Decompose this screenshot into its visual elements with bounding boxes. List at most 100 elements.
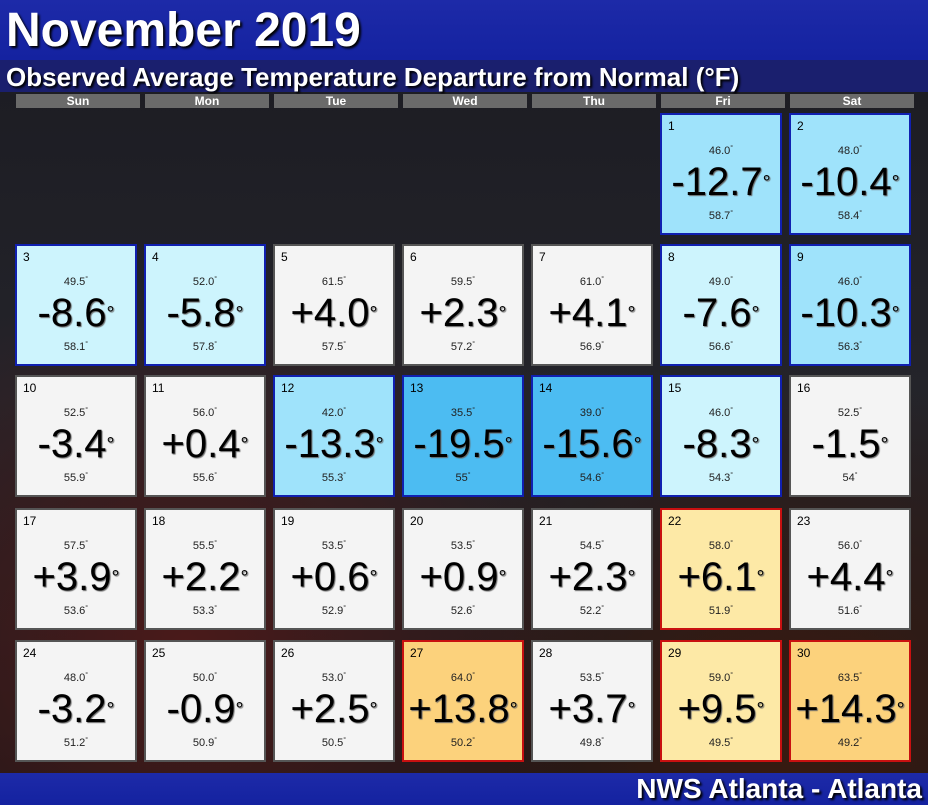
day-cell: 21 54.5° +2.3° 52.2° xyxy=(531,508,653,630)
day-number: 25 xyxy=(152,646,166,660)
normal-temp: 53.3° xyxy=(192,605,218,617)
weekday-label-tue: Tue xyxy=(274,94,398,108)
observed-temp: 54.5° xyxy=(579,540,605,552)
normal-temp: 49.5° xyxy=(708,737,734,749)
observed-temp: 39.0° xyxy=(579,407,605,419)
observed-temp: 53.5° xyxy=(321,540,347,552)
day-number: 29 xyxy=(668,646,682,660)
observed-temp: 61.0° xyxy=(579,276,605,288)
departure-value: -12.7° xyxy=(671,160,771,204)
day-cell: 26 53.0° +2.5° 50.5° xyxy=(273,640,395,762)
normal-temp: 52.6° xyxy=(450,605,476,617)
departure-value: +3.7° xyxy=(548,687,636,731)
normal-temp: 52.9° xyxy=(321,605,347,617)
observed-temp: 35.5° xyxy=(450,407,476,419)
day-number: 21 xyxy=(539,514,553,528)
day-cell: 28 53.5° +3.7° 49.8° xyxy=(531,640,653,762)
normal-temp: 57.5° xyxy=(321,341,347,353)
observed-temp: 48.0° xyxy=(63,672,89,684)
normal-temp: 54.6° xyxy=(579,472,605,484)
day-cell: 12 42.0° -13.3° 55.3° xyxy=(273,375,395,497)
normal-temp: 49.2° xyxy=(837,737,863,749)
observed-temp: 46.0° xyxy=(708,407,734,419)
day-cell: 25 50.0° -0.9° 50.9° xyxy=(144,640,266,762)
normal-temp: 51.9° xyxy=(708,605,734,617)
observed-temp: 52.5° xyxy=(837,407,863,419)
day-cell: 1 46.0° -12.7° 58.7° xyxy=(660,113,782,235)
departure-value: -8.3° xyxy=(682,422,760,466)
weekday-label-wed: Wed xyxy=(403,94,527,108)
departure-value: -8.6° xyxy=(37,291,115,335)
weekday-label-thu: Thu xyxy=(532,94,656,108)
observed-temp: 56.0° xyxy=(192,407,218,419)
observed-temp: 53.0° xyxy=(321,672,347,684)
observed-temp: 59.0° xyxy=(708,672,734,684)
observed-temp: 53.5° xyxy=(579,672,605,684)
normal-temp: 55.3° xyxy=(321,472,347,484)
normal-temp: 54° xyxy=(842,472,858,484)
normal-temp: 58.4° xyxy=(837,210,863,222)
normal-temp: 58.7° xyxy=(708,210,734,222)
day-cell: 5 61.5° +4.0° 57.5° xyxy=(273,244,395,366)
normal-temp: 51.2° xyxy=(63,737,89,749)
departure-value: -3.2° xyxy=(37,687,115,731)
observed-temp: 52.0° xyxy=(192,276,218,288)
departure-value: +6.1° xyxy=(677,555,765,599)
departure-value: -13.3° xyxy=(284,422,384,466)
day-number: 10 xyxy=(23,381,37,395)
departure-value: +4.4° xyxy=(806,555,894,599)
normal-temp: 50.5° xyxy=(321,737,347,749)
day-number: 1 xyxy=(668,119,675,133)
observed-temp: 64.0° xyxy=(450,672,476,684)
day-cell: 24 48.0° -3.2° 51.2° xyxy=(15,640,137,762)
observed-temp: 63.5° xyxy=(837,672,863,684)
office-label: NWS Atlanta - Atlanta xyxy=(636,773,922,804)
day-number: 22 xyxy=(668,514,682,528)
departure-value: +9.5° xyxy=(677,687,765,731)
observed-temp: 53.5° xyxy=(450,540,476,552)
normal-temp: 50.2° xyxy=(450,737,476,749)
day-cell: 27 64.0° +13.8° 50.2° xyxy=(402,640,524,762)
day-number: 27 xyxy=(410,646,424,660)
departure-value: -7.6° xyxy=(682,291,760,335)
day-cell: 17 57.5° +3.9° 53.6° xyxy=(15,508,137,630)
day-cell: 23 56.0° +4.4° 51.6° xyxy=(789,508,911,630)
observed-temp: 42.0° xyxy=(321,407,347,419)
normal-temp: 52.2° xyxy=(579,605,605,617)
weekday-label-mon: Mon xyxy=(145,94,269,108)
normal-temp: 54.3° xyxy=(708,472,734,484)
page-subtitle: Observed Average Temperature Departure f… xyxy=(6,62,740,92)
day-number: 28 xyxy=(539,646,553,660)
departure-value: +3.9° xyxy=(32,555,120,599)
day-number: 19 xyxy=(281,514,295,528)
day-number: 2 xyxy=(797,119,804,133)
day-cell: 11 56.0° +0.4° 55.6° xyxy=(144,375,266,497)
observed-temp: 49.5° xyxy=(63,276,89,288)
normal-temp: 55° xyxy=(455,472,471,484)
day-number: 12 xyxy=(281,381,295,395)
day-number: 20 xyxy=(410,514,424,528)
departure-value: -15.6° xyxy=(542,422,642,466)
day-cell: 7 61.0° +4.1° 56.9° xyxy=(531,244,653,366)
observed-temp: 58.0° xyxy=(708,540,734,552)
departure-value: -5.8° xyxy=(166,291,244,335)
page-title: November 2019 xyxy=(6,4,361,57)
weekday-label-sat: Sat xyxy=(790,94,914,108)
day-number: 24 xyxy=(23,646,37,660)
day-number: 6 xyxy=(410,250,417,264)
day-cell: 8 49.0° -7.6° 56.6° xyxy=(660,244,782,366)
observed-temp: 61.5° xyxy=(321,276,347,288)
day-cell: 6 59.5° +2.3° 57.2° xyxy=(402,244,524,366)
day-number: 11 xyxy=(152,381,165,395)
observed-temp: 56.0° xyxy=(837,540,863,552)
observed-temp: 52.5° xyxy=(63,407,89,419)
day-number: 17 xyxy=(23,514,37,528)
day-cell: 22 58.0° +6.1° 51.9° xyxy=(660,508,782,630)
day-number: 3 xyxy=(23,250,30,264)
departure-value: +0.4° xyxy=(161,422,249,466)
departure-value: +4.0° xyxy=(290,291,378,335)
departure-value: -0.9° xyxy=(166,687,244,731)
day-cell: 19 53.5° +0.6° 52.9° xyxy=(273,508,395,630)
day-cell: 9 46.0° -10.3° 56.3° xyxy=(789,244,911,366)
departure-value: +2.3° xyxy=(419,291,507,335)
